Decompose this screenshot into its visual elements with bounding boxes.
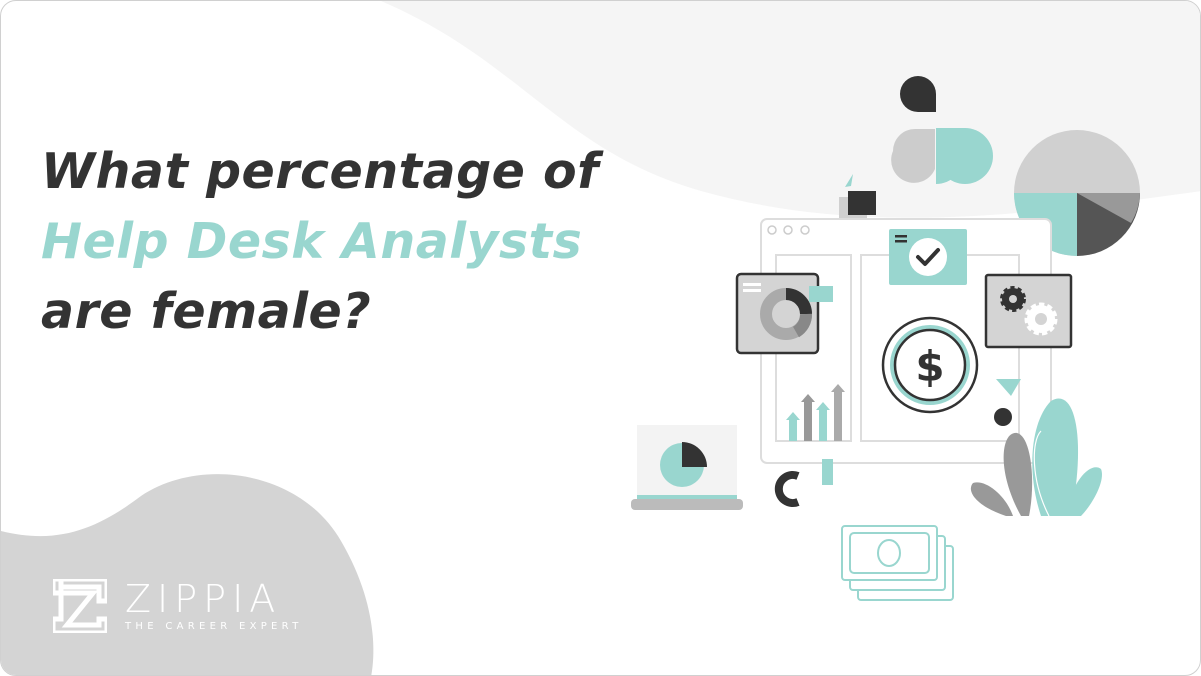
teal-bar-shape [822, 459, 833, 485]
teal-triangle-shape [996, 379, 1021, 396]
headline-line-2-job-title: Help Desk Analysts [41, 213, 583, 270]
headline-line-1: What percentage of [41, 143, 599, 200]
dark-dot-shape [994, 408, 1012, 426]
dollar-sign: $ [915, 342, 944, 391]
headline: What percentage of Help Desk Analysts ar… [41, 137, 599, 347]
teal-leaf-shape [845, 174, 853, 187]
dark-square-shape [848, 191, 876, 215]
top-right-light-blob [381, 1, 1200, 218]
petal-shape-icon [891, 76, 993, 184]
headline-line-3: are female? [41, 283, 372, 340]
laptop-pie-chart-icon [631, 425, 743, 510]
checkmark-card-icon [889, 229, 967, 285]
bar-chart-arrows-icon [786, 384, 845, 441]
zippia-logo: ZIPPIA THE CAREER EXPERT [53, 579, 303, 633]
checkmark-icon [916, 248, 940, 266]
donut-chart-card-icon [735, 272, 833, 355]
settings-card-icon [984, 273, 1073, 349]
banknote-stack-icon [841, 525, 954, 601]
plant-icon [970, 398, 1102, 517]
zippia-z-mark-icon [53, 579, 107, 633]
logo-brand: ZIPPIA [125, 577, 282, 621]
dollar-coin-icon: $ [881, 316, 979, 414]
logo-tagline: THE CAREER EXPERT [125, 621, 303, 632]
c-shape [774, 471, 800, 507]
